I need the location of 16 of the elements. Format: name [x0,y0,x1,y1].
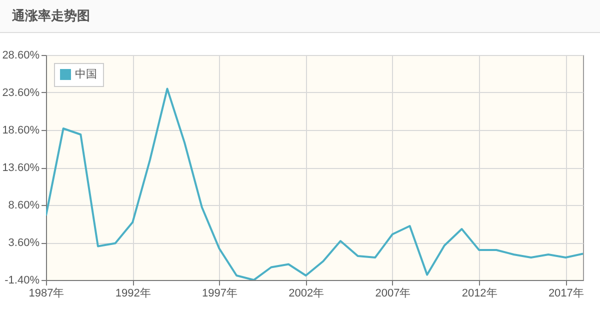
y-tick-label: 28.60% [2,50,40,62]
x-tick-label: 2012年 [462,288,498,300]
y-tick-label: -1.40% [4,274,40,286]
x-tick-label: 1987年 [28,288,64,300]
y-tick-label: 13.60% [2,162,40,174]
chart-title: 通涨率走势图 [0,0,600,33]
x-tick-label: 1997年 [202,288,238,300]
x-tick-label: 2017年 [548,288,584,300]
x-tick-label: 2007年 [375,288,411,300]
y-tick-label: 23.60% [2,87,40,99]
y-tick-label: 8.60% [8,200,40,212]
x-tick-label: 2002年 [288,288,324,300]
y-tick-label: 3.60% [8,237,40,249]
x-tick-label: 1992年 [115,288,151,300]
legend-label: 中国 [75,68,97,80]
y-tick-label: 18.60% [2,124,40,136]
